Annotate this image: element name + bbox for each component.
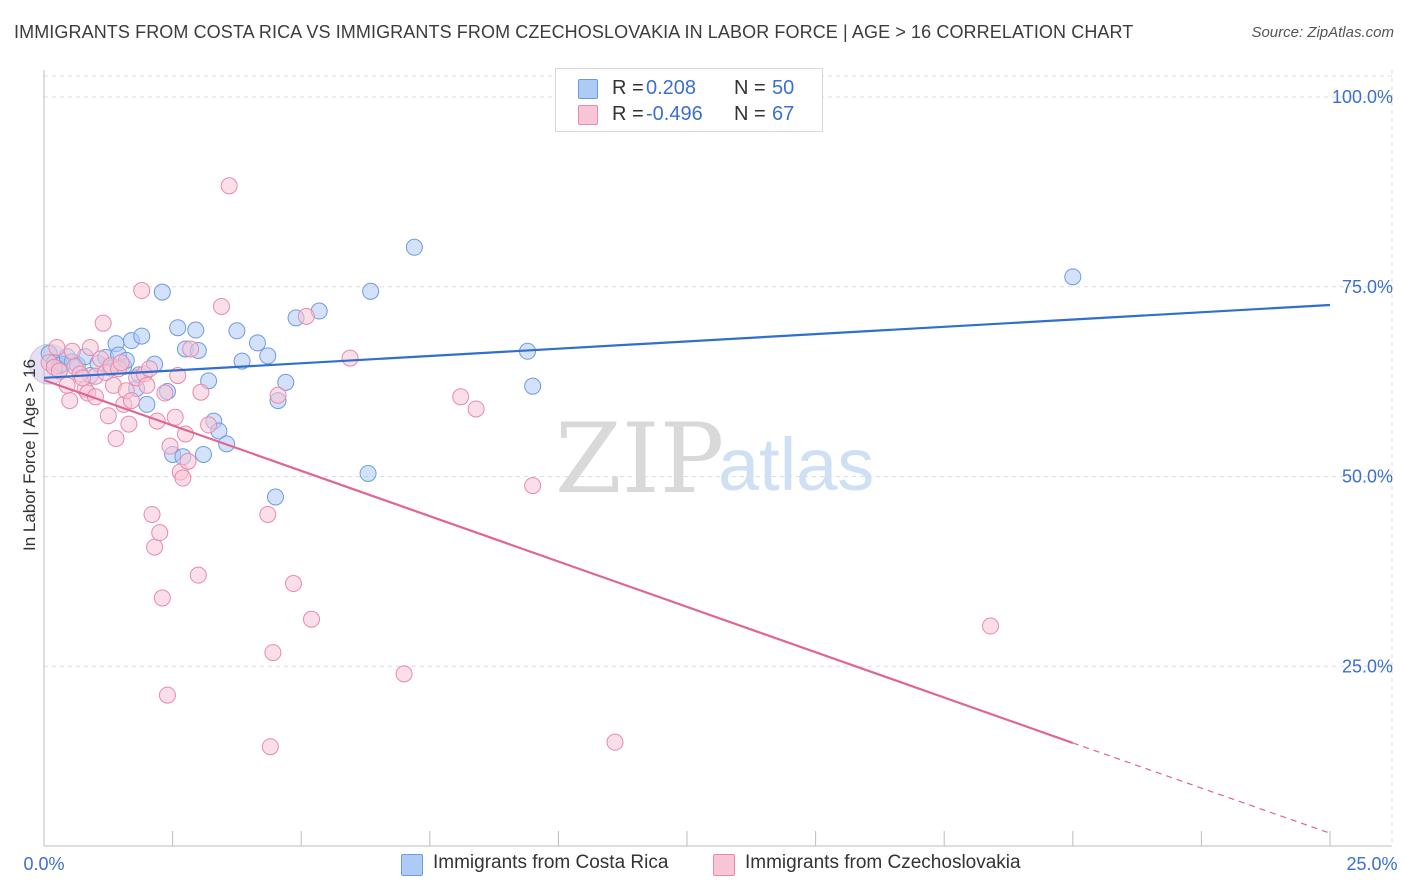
- data-point-czechoslovakia: [452, 388, 470, 406]
- data-point-costa-rica: [277, 373, 295, 391]
- data-point-czechoslovakia: [179, 452, 197, 470]
- series-label-costa-rica: Immigrants from Costa Rica: [433, 852, 669, 873]
- data-point-czechoslovakia: [189, 566, 207, 584]
- n-value-czechoslovakia: 67: [772, 103, 795, 125]
- data-point-czechoslovakia: [212, 297, 230, 315]
- data-point-costa-rica: [524, 377, 542, 395]
- data-point-czechoslovakia: [50, 362, 68, 380]
- r-label: R =: [612, 103, 644, 125]
- trend-line-czechoslovakia-extension: [1072, 742, 1331, 834]
- data-point-czechoslovakia: [138, 376, 156, 394]
- data-point-czechoslovakia: [112, 354, 130, 372]
- x-tick-label-max: 25.0%: [1346, 854, 1397, 874]
- data-point-czechoslovakia: [524, 477, 542, 495]
- data-point-czechoslovakia: [122, 392, 140, 410]
- data-point-czechoslovakia: [182, 340, 200, 358]
- data-point-czechoslovakia: [341, 349, 359, 367]
- axes: [43, 70, 1392, 847]
- data-point-costa-rica: [259, 347, 277, 365]
- trend-line-costa-rica: [43, 303, 1331, 379]
- data-point-czechoslovakia: [99, 407, 117, 425]
- data-point-czechoslovakia: [200, 416, 218, 434]
- r-value-czechoslovakia: -0.496: [646, 103, 703, 125]
- legend-swatch-czechoslovakia: [578, 105, 598, 125]
- data-point-costa-rica: [248, 334, 266, 352]
- data-point-czechoslovakia: [133, 282, 151, 300]
- tick-labels: 25.0% 50.0% 75.0% 100.0% 0.0% 25.0%: [23, 87, 1397, 874]
- data-point-czechoslovakia: [48, 338, 66, 356]
- data-point-czechoslovakia: [176, 425, 194, 443]
- series-label-czechoslovakia: Immigrants from Czechoslovakia: [745, 852, 1021, 873]
- n-label: N =: [734, 77, 766, 99]
- data-point-czechoslovakia: [146, 538, 164, 556]
- data-point-costa-rica: [187, 321, 205, 339]
- r-value-costa-rica: 0.208: [646, 77, 697, 99]
- data-point-czechoslovakia: [153, 589, 171, 607]
- data-point-czechoslovakia: [74, 369, 92, 387]
- source-label: Source: ZipAtlas.com: [1251, 24, 1394, 41]
- data-point-costa-rica: [359, 464, 377, 482]
- data-point-costa-rica: [194, 445, 212, 463]
- data-point-czechoslovakia: [259, 505, 277, 523]
- data-point-costa-rica: [138, 395, 156, 413]
- n-value-costa-rica: 50: [772, 77, 795, 99]
- chart-title: IMMIGRANTS FROM COSTA RICA VS IMMIGRANTS…: [14, 22, 1134, 42]
- trend-lines: [43, 303, 1331, 834]
- data-point-costa-rica: [266, 488, 284, 506]
- legend-swatch-costa-rica: [578, 79, 598, 99]
- watermark: ZIP atlas: [555, 403, 874, 515]
- x-tick-label-min: 0.0%: [23, 854, 64, 874]
- stats-legend: R = 0.208 N = 50 R = -0.496 N = 67: [555, 68, 823, 132]
- n-label: N =: [734, 103, 766, 125]
- data-point-czechoslovakia: [302, 610, 320, 628]
- data-point-czechoslovakia: [220, 177, 238, 195]
- data-point-czechoslovakia: [467, 400, 485, 418]
- data-point-costa-rica: [133, 327, 151, 345]
- y-tick-label: 50.0%: [1342, 467, 1393, 487]
- data-point-czechoslovakia: [264, 644, 282, 662]
- data-point-czechoslovakia: [981, 617, 999, 635]
- data-point-czechoslovakia: [161, 437, 179, 455]
- trend-line-czechoslovakia: [43, 379, 1074, 744]
- series-swatch-costa-rica: [401, 854, 423, 876]
- data-point-czechoslovakia: [81, 338, 99, 356]
- data-point-costa-rica: [169, 319, 187, 337]
- y-tick-label: 25.0%: [1342, 656, 1393, 676]
- data-point-czechoslovakia: [120, 415, 138, 433]
- data-point-czechoslovakia: [107, 430, 125, 448]
- data-point-czechoslovakia: [269, 386, 287, 404]
- data-point-czechoslovakia: [261, 738, 279, 756]
- data-point-czechoslovakia: [140, 360, 158, 378]
- y-tick-label: 100.0%: [1332, 87, 1393, 107]
- data-point-costa-rica: [233, 352, 251, 370]
- data-point-czechoslovakia: [61, 392, 79, 410]
- data-point-czechoslovakia: [151, 524, 169, 542]
- series-swatch-czechoslovakia: [713, 854, 735, 876]
- y-tick-label: 75.0%: [1342, 277, 1393, 297]
- watermark-zip: ZIP: [555, 403, 724, 515]
- data-point-czechoslovakia: [156, 384, 174, 402]
- watermark-atlas: atlas: [718, 423, 874, 506]
- data-points: [28, 177, 1082, 756]
- data-point-czechoslovakia: [166, 408, 184, 426]
- data-point-costa-rica: [405, 238, 423, 256]
- data-point-czechoslovakia: [192, 383, 210, 401]
- data-point-costa-rica: [228, 322, 246, 340]
- data-point-czechoslovakia: [143, 505, 161, 523]
- y-axis-label: In Labor Force | Age > 16: [20, 358, 39, 552]
- data-point-czechoslovakia: [395, 665, 413, 683]
- grid-lines: [44, 70, 1393, 846]
- data-point-costa-rica: [153, 283, 171, 301]
- data-point-costa-rica: [1064, 268, 1082, 286]
- data-point-czechoslovakia: [94, 314, 112, 332]
- data-point-czechoslovakia: [158, 686, 176, 704]
- data-point-czechoslovakia: [174, 469, 192, 487]
- data-point-czechoslovakia: [284, 575, 302, 593]
- data-point-czechoslovakia: [63, 342, 81, 360]
- data-point-czechoslovakia: [297, 307, 315, 325]
- data-point-czechoslovakia: [606, 733, 624, 751]
- r-label: R =: [612, 77, 644, 99]
- data-point-costa-rica: [362, 282, 380, 300]
